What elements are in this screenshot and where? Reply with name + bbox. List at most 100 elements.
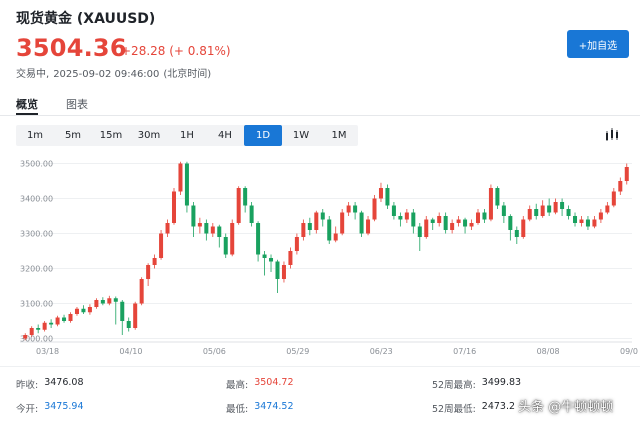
- candle: [236, 188, 241, 223]
- candle: [579, 219, 584, 223]
- status-label: 交易中,: [16, 69, 50, 80]
- interval-30m[interactable]: 30m: [137, 130, 161, 141]
- page-title: 现货黄金 (XAUUSD): [16, 11, 156, 27]
- tab-overview[interactable]: 概览: [16, 98, 38, 111]
- candle: [294, 237, 299, 251]
- candle: [23, 335, 28, 339]
- y-tick-label: 3200.00: [20, 265, 53, 274]
- candlestick-chart[interactable]: 3500.00 3400.00 3300.00 3200.00 3100.00 3000.…: [0, 156, 640, 360]
- tab-chart[interactable]: 图表: [66, 98, 88, 111]
- stat-value: 2473.2: [481, 401, 516, 412]
- candle: [527, 209, 532, 220]
- candle: [307, 223, 312, 230]
- interval-1w[interactable]: 1W: [292, 130, 310, 141]
- chart-svg: 3500.00 3400.00 3300.00 3200.00 3100.00 3000.…: [20, 160, 638, 356]
- interval-1d[interactable]: 1D: [244, 125, 282, 146]
- candle: [430, 219, 435, 223]
- candle: [74, 308, 79, 314]
- candle: [126, 321, 131, 328]
- candle: [100, 300, 105, 304]
- candle: [508, 216, 513, 230]
- candle: [139, 279, 144, 304]
- candle: [340, 212, 345, 234]
- stat-label: 52周最高:: [432, 380, 476, 391]
- trading-status: 交易中, 2025-09-02 09:46:00 (北京时间): [16, 65, 215, 80]
- x-tick-label: 05/06: [203, 347, 226, 356]
- status-datetime: 2025-09-02 09:46:00: [53, 69, 160, 80]
- candle: [81, 308, 86, 313]
- x-tick-label: 06/23: [370, 347, 393, 356]
- interval-5m[interactable]: 5m: [64, 130, 82, 141]
- candle: [62, 317, 67, 321]
- candle: [475, 212, 481, 223]
- candle: [197, 223, 202, 227]
- watermark: 头条 @牛顿顿顿: [518, 400, 614, 415]
- stat-low: 最低: 3474.52: [226, 401, 294, 415]
- stat-open: 今开: 3475.94: [16, 401, 84, 415]
- candle: [249, 205, 254, 223]
- y-tick-label: 3500.00: [20, 160, 53, 169]
- candle: [159, 233, 164, 258]
- candle: [488, 188, 493, 220]
- status-timezone: (北京时间): [163, 69, 212, 80]
- candle: [547, 205, 552, 213]
- tab-active-indicator: [16, 113, 38, 115]
- candle: [191, 205, 196, 227]
- candle: [333, 233, 338, 241]
- interval-selector: 1m 5m 15m 30m 1H 4H 1D 1W 1M: [16, 125, 358, 146]
- candle: [611, 191, 616, 206]
- x-tick-label: 08/08: [537, 347, 560, 356]
- candle: [171, 191, 177, 223]
- x-tick-label: 05/29: [286, 347, 309, 356]
- add-to-watchlist-button[interactable]: +加自选: [567, 30, 629, 58]
- interval-1h[interactable]: 1H: [180, 130, 194, 141]
- interval-4h[interactable]: 4H: [218, 130, 232, 141]
- candle: [223, 237, 228, 255]
- interval-15m[interactable]: 15m: [99, 130, 123, 141]
- candle: [94, 300, 99, 307]
- stat-label: 52周最低:: [432, 404, 476, 415]
- candle: [398, 216, 403, 220]
- candle: [243, 188, 248, 206]
- stat-label: 昨收:: [16, 380, 39, 391]
- candle: [463, 219, 468, 227]
- candle: [269, 258, 274, 262]
- current-price: 3504.36: [16, 34, 127, 62]
- y-tick-label: 3300.00: [20, 230, 53, 239]
- candle: [359, 212, 364, 234]
- candle: [29, 328, 34, 335]
- candle: [327, 219, 332, 241]
- stat-value: 3499.83: [481, 377, 522, 388]
- candle: [540, 205, 545, 216]
- candle: [624, 167, 629, 181]
- stat-label: 最低:: [226, 404, 249, 415]
- interval-1m[interactable]: 1m: [26, 130, 44, 141]
- candle: [495, 188, 500, 206]
- candle: [49, 322, 54, 325]
- candle: [385, 188, 390, 206]
- stat-value: 3474.52: [254, 401, 294, 412]
- chart-type-icon[interactable]: [604, 127, 620, 143]
- candle: [184, 163, 189, 206]
- candle: [178, 163, 183, 192]
- candle: [553, 202, 558, 213]
- interval-1mo[interactable]: 1M: [331, 130, 347, 141]
- candle: [443, 216, 448, 230]
- candle: [133, 303, 138, 328]
- candle: [346, 205, 351, 213]
- candle: [320, 212, 325, 220]
- stat-value: 3476.08: [44, 377, 84, 388]
- candle: [113, 298, 118, 302]
- candle: [204, 223, 209, 234]
- candle: [107, 298, 112, 304]
- x-tick-label: 04/10: [119, 347, 142, 356]
- stat-label: 今开:: [16, 404, 39, 415]
- x-tick-label: 07/16: [453, 347, 476, 356]
- candle: [275, 261, 280, 279]
- candle: [256, 223, 261, 255]
- candle: [417, 226, 422, 237]
- candle: [262, 254, 267, 258]
- stat-52w-high: 52周最高: 3499.83: [432, 377, 521, 391]
- candle: [366, 219, 371, 234]
- candle: [301, 223, 306, 237]
